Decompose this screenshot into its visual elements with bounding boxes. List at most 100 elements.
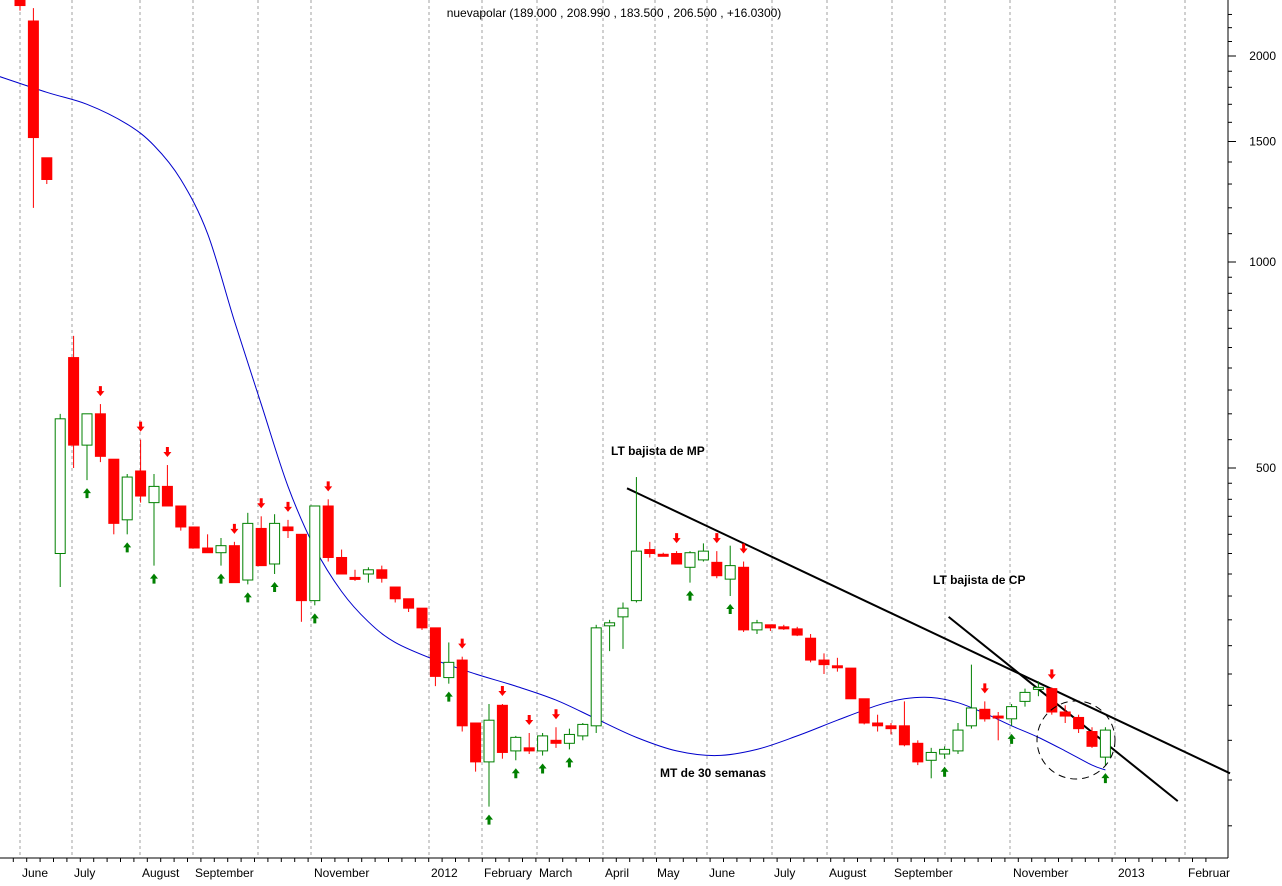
candle-body bbox=[282, 526, 294, 532]
sell-arrow-icon bbox=[163, 447, 172, 458]
x-tick-label: November bbox=[314, 866, 369, 880]
buy-arrow-shape bbox=[485, 814, 493, 825]
buy-arrow-shape bbox=[217, 573, 225, 584]
candle-body bbox=[510, 736, 522, 752]
candle-body bbox=[41, 157, 53, 180]
buy-arrow-icon bbox=[150, 573, 158, 584]
trendline-layer bbox=[626, 487, 1231, 802]
candle-body bbox=[992, 715, 1004, 719]
buy-arrow-icon bbox=[940, 766, 949, 777]
sell-arrow-shape bbox=[163, 447, 172, 458]
sell-arrow-icon bbox=[552, 709, 560, 720]
sell-arrow-icon bbox=[96, 386, 105, 397]
annotation-label: LT bajista de MP bbox=[611, 444, 705, 458]
candle-body bbox=[845, 667, 857, 700]
candle-body bbox=[657, 553, 669, 557]
buy-arrow-shape bbox=[123, 542, 132, 553]
x-tick-label: March bbox=[539, 866, 572, 880]
sell-arrow-shape bbox=[552, 709, 560, 720]
candle-body bbox=[121, 476, 133, 521]
candle-body bbox=[898, 725, 910, 746]
buy-arrow-shape bbox=[565, 757, 574, 768]
candle-body bbox=[309, 505, 321, 602]
candle-body bbox=[94, 413, 106, 457]
x-tick-label: 2013 bbox=[1118, 866, 1145, 880]
y-tick-label: 1000 bbox=[1249, 255, 1276, 269]
candle-body bbox=[1006, 706, 1018, 720]
candle-body bbox=[724, 565, 736, 580]
sell-arrow-icon bbox=[498, 685, 507, 696]
buy-arrow-shape bbox=[270, 582, 279, 593]
sell-arrow-icon bbox=[739, 543, 748, 554]
buy-arrow-icon bbox=[270, 582, 279, 593]
buy-arrow-icon bbox=[444, 691, 453, 702]
candle-body bbox=[269, 522, 281, 565]
candle-body bbox=[684, 552, 696, 568]
candle-body bbox=[644, 549, 656, 554]
candle-body bbox=[322, 505, 334, 558]
buy-arrow-icon bbox=[565, 757, 574, 768]
sell-arrow-shape bbox=[739, 543, 748, 554]
buy-arrow-shape bbox=[726, 604, 735, 615]
candle-body bbox=[764, 624, 776, 629]
candle-body bbox=[389, 586, 401, 600]
buy-arrow-icon bbox=[686, 590, 694, 601]
sell-arrow-icon bbox=[980, 683, 989, 694]
candle-body bbox=[416, 607, 428, 629]
candle-body bbox=[952, 729, 964, 752]
candle-body bbox=[885, 725, 897, 730]
sell-arrow-icon bbox=[712, 533, 721, 544]
candle-body bbox=[242, 522, 254, 581]
sell-arrow-icon bbox=[525, 714, 534, 725]
candle-body bbox=[295, 533, 307, 602]
sell-arrow-icon bbox=[230, 523, 239, 534]
candle-body bbox=[523, 747, 535, 752]
candle-body bbox=[175, 505, 187, 528]
candle-body bbox=[81, 413, 93, 446]
candle-body bbox=[362, 569, 374, 575]
candle-body bbox=[148, 485, 160, 504]
x-tick-label: May bbox=[657, 866, 680, 880]
moving-average-layer bbox=[0, 76, 1106, 771]
sell-arrow-icon bbox=[136, 421, 145, 432]
candle-body bbox=[1059, 711, 1071, 717]
candle-body bbox=[403, 598, 415, 609]
x-tick-label: August bbox=[142, 866, 180, 880]
buy-arrow-icon bbox=[1007, 733, 1016, 744]
buy-arrow-icon bbox=[1101, 773, 1110, 784]
candle-body bbox=[1073, 716, 1085, 730]
sell-arrow-shape bbox=[1047, 669, 1056, 680]
candle-body bbox=[429, 627, 441, 677]
candle-body bbox=[1086, 731, 1098, 747]
candle-body bbox=[483, 719, 495, 763]
y-tick-label: 2000 bbox=[1249, 49, 1276, 63]
annotations: LT bajista de MP LT bajista de CP MT de 30… bbox=[611, 444, 1116, 780]
candle-body bbox=[161, 485, 173, 507]
candle-body bbox=[858, 698, 870, 724]
chart-title: nuevapolar (189.000 , 208.990 , 183.500 … bbox=[447, 6, 782, 20]
sell-arrow-icon bbox=[1047, 669, 1056, 680]
annotation-label: MT de 30 semanas bbox=[660, 766, 766, 780]
buy-arrow-icon bbox=[726, 604, 735, 615]
candle-body bbox=[965, 707, 977, 727]
candle-body bbox=[979, 708, 991, 720]
candle-body bbox=[831, 665, 843, 669]
signals-layer bbox=[83, 386, 1110, 825]
sell-arrow-icon bbox=[672, 533, 681, 544]
annotation-label: LT bajista de CP bbox=[933, 573, 1025, 587]
candle-body bbox=[697, 550, 709, 561]
candle-body bbox=[108, 458, 120, 524]
trendline bbox=[626, 487, 1231, 775]
candle-body bbox=[738, 566, 750, 631]
x-tick-label: April bbox=[605, 866, 629, 880]
candle-body bbox=[1099, 729, 1111, 758]
candle-body bbox=[27, 20, 39, 139]
candle-body bbox=[550, 739, 562, 744]
candle-body bbox=[1032, 686, 1044, 690]
buy-arrow-shape bbox=[150, 573, 158, 584]
candle-body bbox=[791, 628, 803, 636]
candle-body bbox=[470, 722, 482, 763]
candle-body bbox=[54, 418, 66, 554]
buy-arrow-shape bbox=[940, 766, 949, 777]
